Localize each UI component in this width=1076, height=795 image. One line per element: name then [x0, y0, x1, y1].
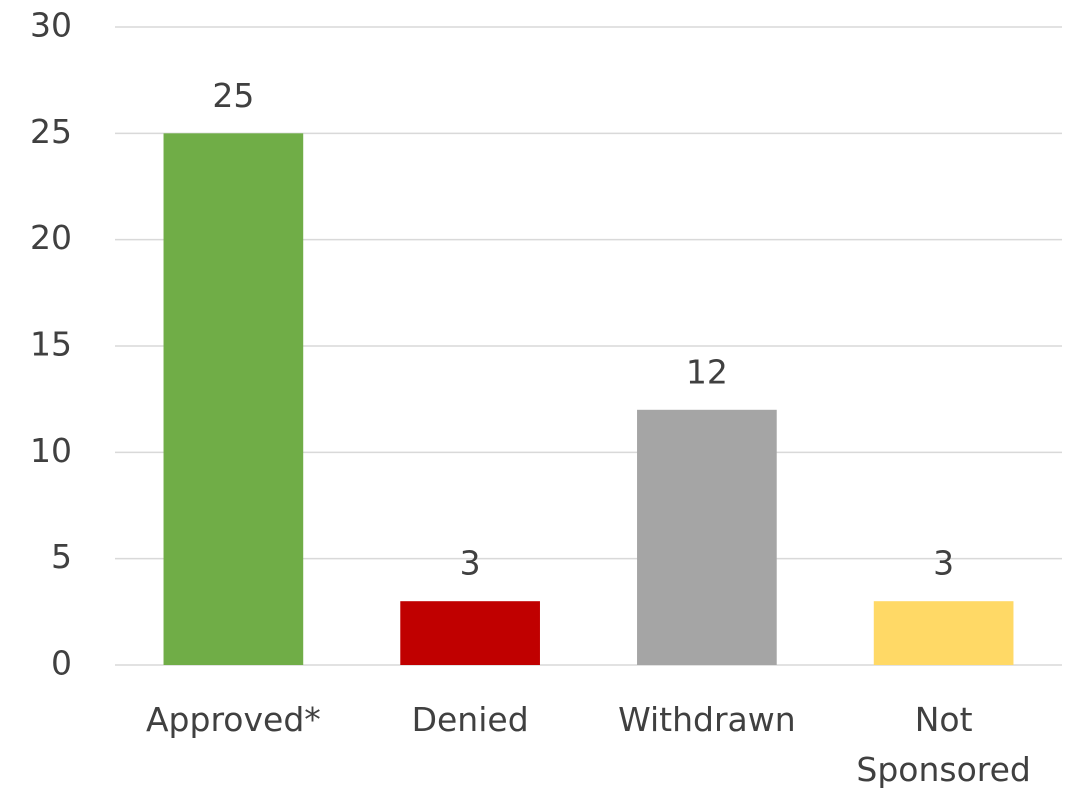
bar — [873, 601, 1014, 665]
x-tick-label: Denied — [411, 700, 529, 739]
x-tick-label: Withdrawn — [618, 700, 796, 739]
y-tick-label: 0 — [51, 644, 72, 683]
value-label: 25 — [212, 76, 254, 115]
value-label: 3 — [460, 544, 481, 583]
y-tick-label: 15 — [30, 325, 72, 364]
y-tick-label: 20 — [30, 218, 72, 257]
y-tick-label: 25 — [30, 112, 72, 151]
value-label: 3 — [933, 544, 954, 583]
y-tick-label: 5 — [51, 537, 72, 576]
y-tick-label: 10 — [30, 431, 72, 470]
y-tick-label: 30 — [30, 6, 72, 45]
bar — [163, 133, 304, 666]
bar — [400, 601, 540, 665]
x-tick-label: Not Sponsored — [856, 700, 1031, 789]
bar — [637, 409, 777, 665]
value-label: 12 — [686, 352, 728, 391]
x-tick-label: Approved* — [145, 700, 321, 739]
